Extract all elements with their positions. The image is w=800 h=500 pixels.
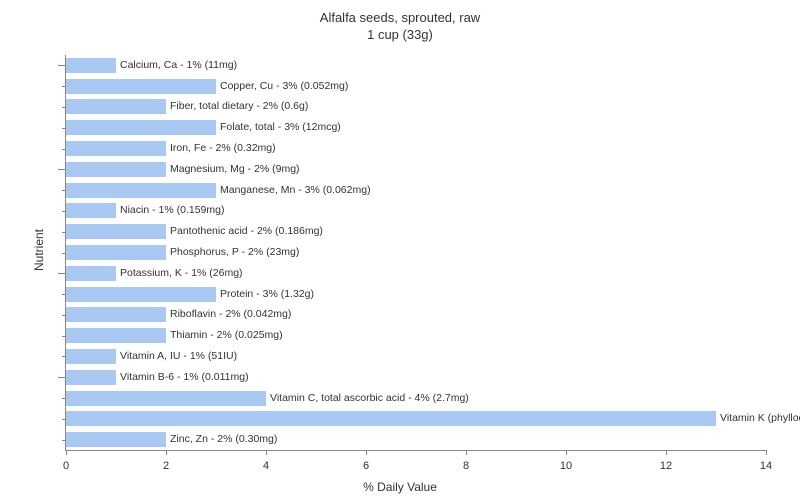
y-tick-minor [62, 211, 66, 212]
bar [66, 411, 716, 426]
bar-label: Fiber, total dietary - 2% (0.6g) [166, 99, 308, 114]
bar-label: Protein - 3% (1.32g) [216, 287, 314, 302]
y-tick-minor [62, 107, 66, 108]
x-tick-label: 12 [660, 460, 672, 472]
y-tick-minor [62, 128, 66, 129]
x-tick [266, 450, 267, 455]
bar [66, 183, 216, 198]
y-tick-minor [62, 315, 66, 316]
x-tick [466, 450, 467, 455]
bar-label: Zinc, Zn - 2% (0.30mg) [166, 432, 277, 447]
x-tick [166, 450, 167, 455]
bar-label: Potassium, K - 1% (26mg) [116, 266, 243, 281]
bar-label: Thiamin - 2% (0.025mg) [166, 328, 283, 343]
y-tick-minor [62, 398, 66, 399]
bar [66, 203, 116, 218]
x-tick [66, 450, 67, 455]
bar-label: Vitamin A, IU - 1% (51IU) [116, 349, 237, 364]
bar [66, 79, 216, 94]
x-tick [666, 450, 667, 455]
x-axis-label: % Daily Value [0, 480, 800, 494]
y-tick-minor [62, 86, 66, 87]
bar [66, 58, 116, 73]
bar [66, 307, 166, 322]
x-tick [766, 450, 767, 455]
chart-title-line2: 1 cup (33g) [0, 27, 800, 44]
bar [66, 349, 116, 364]
bar [66, 328, 166, 343]
x-tick-label: 10 [560, 460, 572, 472]
bar [66, 224, 166, 239]
bar [66, 120, 216, 135]
bar-label: Pantothenic acid - 2% (0.186mg) [166, 224, 323, 239]
bar-label: Magnesium, Mg - 2% (9mg) [166, 162, 300, 177]
y-axis-label: Nutrient [32, 229, 46, 271]
nutrient-chart: Alfalfa seeds, sprouted, raw 1 cup (33g)… [0, 0, 800, 500]
y-tick-minor [62, 356, 66, 357]
x-tick [366, 450, 367, 455]
y-tick-minor [62, 232, 66, 233]
bar [66, 370, 116, 385]
chart-title-line1: Alfalfa seeds, sprouted, raw [0, 10, 800, 27]
y-tick-minor [62, 190, 66, 191]
x-tick-label: 6 [363, 460, 369, 472]
x-tick [566, 450, 567, 455]
bar [66, 391, 266, 406]
y-tick-minor [62, 419, 66, 420]
bar-label: Folate, total - 3% (12mcg) [216, 120, 341, 135]
y-tick-major [58, 65, 66, 66]
bar-label: Vitamin B-6 - 1% (0.011mg) [116, 370, 249, 385]
bar-label: Calcium, Ca - 1% (11mg) [116, 58, 237, 73]
x-tick-label: 0 [63, 460, 69, 472]
y-tick-minor [62, 253, 66, 254]
bar-label: Iron, Fe - 2% (0.32mg) [166, 141, 276, 156]
bar [66, 162, 166, 177]
plot-area: 02468101214Calcium, Ca - 1% (11mg)Copper… [65, 55, 766, 451]
bar [66, 141, 166, 156]
bar-label: Riboflavin - 2% (0.042mg) [166, 307, 291, 322]
bar [66, 287, 216, 302]
x-tick-label: 8 [463, 460, 469, 472]
bar [66, 99, 166, 114]
x-tick-label: 2 [163, 460, 169, 472]
y-tick-minor [62, 149, 66, 150]
bar-label: Manganese, Mn - 3% (0.062mg) [216, 183, 371, 198]
y-tick-minor [62, 294, 66, 295]
bar-label: Niacin - 1% (0.159mg) [116, 203, 224, 218]
bar-label: Copper, Cu - 3% (0.052mg) [216, 79, 348, 94]
y-tick-minor [62, 336, 66, 337]
y-tick-major [58, 273, 66, 274]
y-tick-minor [62, 440, 66, 441]
bar [66, 245, 166, 260]
bar-label: Phosphorus, P - 2% (23mg) [166, 245, 299, 260]
x-tick-label: 14 [760, 460, 772, 472]
bar-label: Vitamin C, total ascorbic acid - 4% (2.7… [266, 391, 469, 406]
bar-label: Vitamin K (phylloquinone) - 13% (10.1mcg… [716, 411, 800, 426]
bar [66, 266, 116, 281]
y-tick-major [58, 377, 66, 378]
y-tick-major [58, 169, 66, 170]
x-tick-label: 4 [263, 460, 269, 472]
bar [66, 432, 166, 447]
